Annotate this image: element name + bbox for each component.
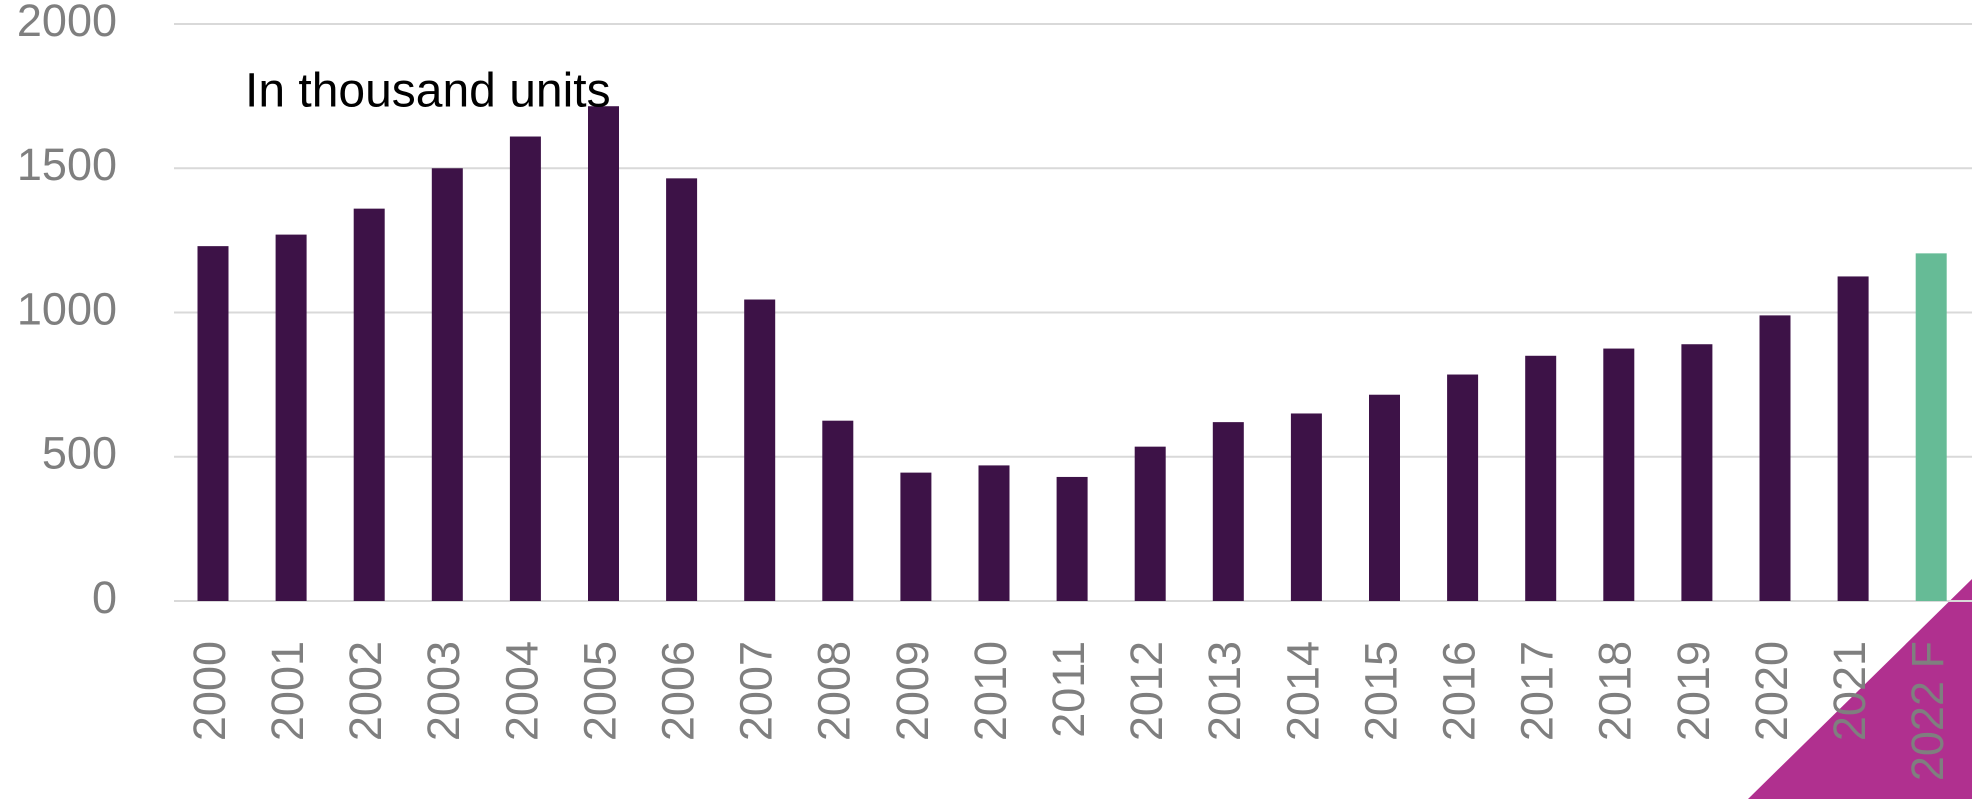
x-tick-label: 2003: [418, 641, 469, 741]
bar: [1447, 374, 1479, 601]
bar: [1212, 422, 1244, 601]
x-tick-label: 2007: [731, 641, 782, 741]
bar: [1915, 253, 1947, 602]
x-tick-label: 2018: [1590, 641, 1641, 741]
x-tick-label: 2022 F: [1902, 641, 1953, 781]
bar: [1759, 315, 1791, 601]
y-tick-label: 0: [92, 572, 117, 623]
x-tick-label: 2009: [887, 641, 938, 741]
bar: [978, 465, 1010, 601]
bar: [1681, 344, 1713, 601]
x-tick-label: 2011: [1043, 641, 1094, 738]
x-tick-label: 2012: [1121, 641, 1172, 741]
x-tick-label: 2008: [809, 641, 860, 741]
annotation: In thousand units: [245, 65, 611, 118]
bar: [588, 106, 619, 601]
x-tick-label: 2019: [1668, 641, 1719, 741]
bar: [1290, 413, 1322, 601]
y-tick-label: 500: [42, 428, 117, 479]
x-tick-label: 2006: [652, 641, 703, 741]
bar: [666, 178, 698, 601]
x-tick-label: 2005: [574, 641, 625, 741]
bar: [1525, 355, 1557, 601]
x-tick-label: 2001: [262, 641, 313, 741]
x-tick-label: 2014: [1277, 641, 1328, 741]
x-tick-label: 2000: [184, 641, 235, 741]
x-tick-label: 2020: [1746, 641, 1797, 741]
bar: [822, 420, 854, 601]
x-tick-label: 2004: [496, 641, 547, 741]
bar: [1369, 394, 1400, 601]
x-tick-label: 2010: [965, 641, 1016, 741]
bar: [1134, 446, 1166, 601]
x-tick-label: 2017: [1512, 641, 1563, 741]
bar: [431, 168, 463, 601]
bar: [744, 299, 776, 601]
decoration: [1748, 579, 1972, 799]
bar: [353, 208, 385, 601]
y-tick-label: 2000: [17, 0, 117, 46]
bar: [1603, 348, 1635, 601]
y-tick-label: 1000: [17, 283, 117, 334]
bar: [900, 472, 932, 601]
x-tick-label: 2013: [1199, 641, 1250, 741]
x-tick-label: 2015: [1355, 641, 1406, 741]
x-tick-label: 2002: [340, 641, 391, 741]
bar: [509, 136, 541, 601]
bar: [1056, 476, 1088, 601]
bar: [1837, 276, 1869, 601]
y-tick-label: 1500: [17, 139, 117, 190]
bar: [275, 234, 307, 602]
bar: [197, 246, 229, 601]
x-tick-label: 2021: [1824, 641, 1875, 741]
x-tick-label: 2016: [1433, 641, 1484, 741]
